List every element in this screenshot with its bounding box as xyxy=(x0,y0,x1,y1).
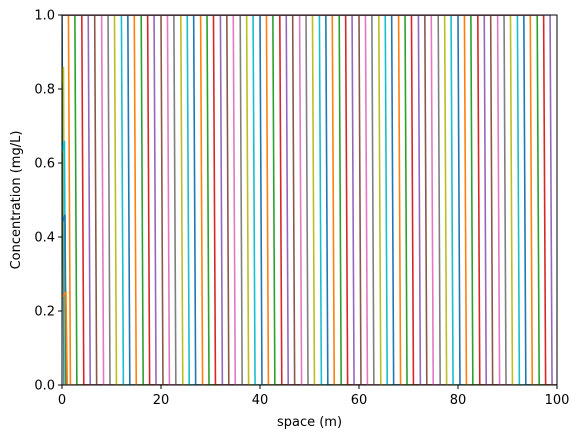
series-line xyxy=(62,15,557,385)
series-line xyxy=(62,15,557,385)
series-line xyxy=(62,15,557,385)
series-line xyxy=(62,15,557,385)
series-line xyxy=(62,15,557,385)
series-line xyxy=(62,15,557,385)
y-tick-label: 0.0 xyxy=(34,379,55,394)
series-line xyxy=(62,15,557,385)
series-line xyxy=(62,15,557,385)
series-line xyxy=(62,15,557,385)
series-line xyxy=(62,15,557,385)
series-line xyxy=(62,15,557,385)
early-profile-line xyxy=(62,290,68,385)
series-line xyxy=(62,15,557,385)
series-line xyxy=(62,15,557,385)
series-line xyxy=(62,15,557,385)
x-tick-label: 20 xyxy=(153,393,170,408)
series-line xyxy=(62,15,557,385)
series-line xyxy=(62,15,557,385)
series-line xyxy=(62,15,557,385)
series-line xyxy=(62,15,557,385)
series-line xyxy=(62,15,557,385)
y-axis-label: Concentration (mg/L) xyxy=(9,131,24,270)
series-line xyxy=(62,15,557,385)
series-line xyxy=(62,15,557,385)
series-line xyxy=(62,15,557,385)
y-axis: 0.0 0.2 0.4 0.6 0.8 1.0 xyxy=(34,9,62,394)
series-line xyxy=(62,15,557,385)
x-axis: 0 20 40 60 80 100 xyxy=(58,385,570,408)
axes-frame xyxy=(61,14,558,386)
series-line xyxy=(62,15,557,385)
series-line xyxy=(62,15,557,385)
series-line xyxy=(62,15,557,385)
series-line xyxy=(62,15,557,385)
series-line xyxy=(62,15,557,385)
series-line xyxy=(62,15,557,385)
series-line xyxy=(62,15,557,385)
series-line xyxy=(62,15,557,385)
y-tick-label: 0.2 xyxy=(34,305,55,320)
series-line xyxy=(62,15,557,385)
series-line xyxy=(62,15,557,385)
series-line xyxy=(62,15,557,385)
series-line xyxy=(62,15,557,385)
series-line xyxy=(62,15,557,385)
series-line xyxy=(62,15,557,385)
series-line xyxy=(62,15,557,385)
x-tick-label: 40 xyxy=(252,393,269,408)
series-line xyxy=(62,15,557,385)
series-line xyxy=(62,15,557,385)
series-line xyxy=(62,15,557,385)
series-line xyxy=(62,15,557,385)
series-line xyxy=(62,15,557,385)
series-line xyxy=(62,15,557,385)
series-line xyxy=(62,15,557,385)
series-line xyxy=(62,15,557,385)
series-line xyxy=(62,15,557,385)
x-tick-label: 80 xyxy=(450,393,467,408)
x-axis-label: space (m) xyxy=(277,415,342,430)
series-line xyxy=(62,15,557,385)
x-tick-label: 0 xyxy=(58,393,66,408)
x-tick-label: 100 xyxy=(545,393,570,408)
series-line xyxy=(62,15,557,385)
series-line xyxy=(62,15,557,385)
series-line xyxy=(62,15,557,385)
y-tick-label: 0.8 xyxy=(34,83,55,98)
series-line xyxy=(62,15,557,385)
series-line xyxy=(62,15,557,385)
series-line xyxy=(62,15,557,385)
series-line xyxy=(62,15,557,385)
series-line xyxy=(62,15,557,385)
series-line xyxy=(62,15,557,385)
series-line xyxy=(62,15,557,385)
series-line xyxy=(62,15,557,385)
series-line xyxy=(62,15,557,385)
y-tick-label: 1.0 xyxy=(34,9,55,24)
series-line xyxy=(62,15,557,385)
series-line xyxy=(62,15,557,385)
series-line xyxy=(62,15,557,385)
series-line xyxy=(62,15,557,385)
plot-area xyxy=(61,14,558,386)
series-group xyxy=(62,15,557,385)
series-line xyxy=(62,15,557,385)
y-tick-label: 0.4 xyxy=(34,231,55,246)
series-line xyxy=(62,15,557,385)
x-tick-label: 60 xyxy=(351,393,368,408)
series-line xyxy=(62,15,557,385)
series-line xyxy=(62,15,557,385)
y-tick-label: 0.6 xyxy=(34,157,55,172)
series-line xyxy=(62,15,557,385)
series-line xyxy=(62,15,557,385)
series-line xyxy=(62,15,557,385)
series-line xyxy=(62,15,557,385)
series-line xyxy=(62,15,557,385)
series-line xyxy=(62,15,557,385)
series-line xyxy=(62,15,557,385)
